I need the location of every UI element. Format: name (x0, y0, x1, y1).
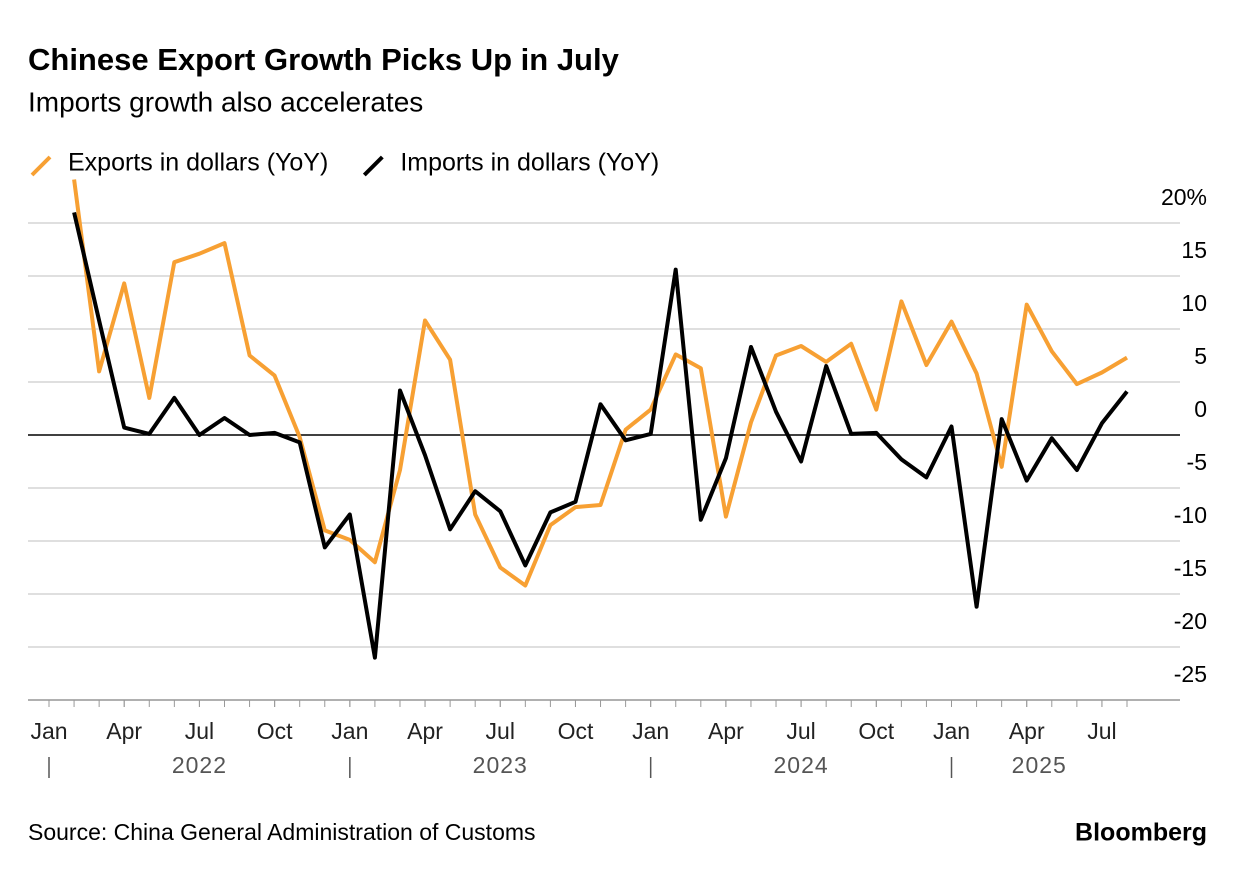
x-tick-label: Apr (407, 718, 443, 744)
y-tick-label: 15 (1181, 237, 1207, 263)
legend-swatch (362, 155, 384, 177)
x-tick-label: Oct (558, 718, 594, 744)
chart-title: Chinese Export Growth Picks Up in July (28, 42, 620, 77)
legend-label: Imports in dollars (YoY) (400, 149, 659, 177)
y-tick-label: -25 (1174, 661, 1207, 687)
x-tick-label: Jan (933, 718, 970, 744)
year-label: 2025 (1012, 752, 1067, 778)
x-tick-label: Apr (106, 718, 142, 744)
y-tick-label: -5 (1187, 449, 1207, 475)
x-tick-label: Jul (486, 718, 515, 744)
x-tick-label: Jan (331, 718, 368, 744)
series-line (72, 179, 1129, 588)
y-tick-label: -15 (1174, 555, 1207, 581)
year-label: 2023 (473, 752, 528, 778)
x-tick-label: Oct (257, 718, 293, 744)
y-tick-label: -10 (1174, 502, 1207, 528)
legend-swatch (30, 155, 52, 177)
chart-subtitle: Imports growth also accelerates (28, 86, 423, 117)
x-tick-label: Jul (185, 718, 214, 744)
year-label: 2022 (172, 752, 227, 778)
x-tick-label: Jul (786, 718, 815, 744)
x-tick-label: Jan (632, 718, 669, 744)
series-line (72, 211, 1129, 660)
year-label: 2024 (774, 752, 829, 778)
y-tick-label: 20% (1161, 184, 1207, 210)
y-tick-label: 0 (1194, 396, 1207, 422)
brand: Bloomberg (1075, 819, 1207, 847)
x-tick-label: Oct (858, 718, 894, 744)
x-tick-label: Jan (30, 718, 67, 744)
x-tick-label: Apr (708, 718, 744, 744)
x-tick-label: Jul (1087, 718, 1116, 744)
x-tick-label: Apr (1009, 718, 1045, 744)
y-tick-label: -20 (1174, 608, 1207, 634)
y-tick-label: 5 (1194, 343, 1207, 369)
source: Source: China General Administration of … (28, 819, 536, 845)
legend-label: Exports in dollars (YoY) (68, 149, 328, 177)
y-tick-label: 10 (1181, 290, 1207, 316)
